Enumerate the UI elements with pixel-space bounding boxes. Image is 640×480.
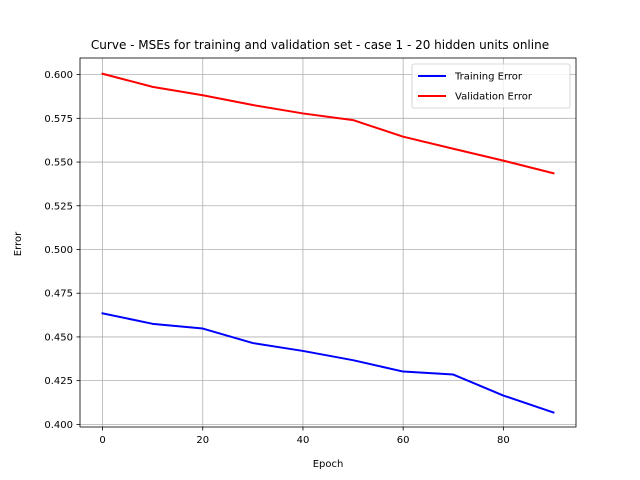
y-tick-label: 0.575 (44, 114, 73, 125)
x-axis-label: Epoch (313, 459, 344, 470)
series-line-validation-error (101, 72, 555, 175)
legend-label-validation-error: Validation Error (455, 92, 533, 103)
x-tick-label: 40 (297, 435, 310, 446)
chart-title: Curve - MSEs for training and validation… (91, 38, 549, 52)
x-tick-label: 0 (99, 435, 105, 446)
legend: Training Error Validation Error (411, 63, 571, 109)
y-tick-label: 0.600 (44, 70, 73, 81)
series-layer (101, 72, 555, 414)
y-tick-label: 0.525 (44, 201, 73, 212)
y-tick-label: 0.500 (44, 245, 73, 256)
x-tick-label: 60 (397, 435, 410, 446)
y-tick-label: 0.450 (44, 332, 73, 343)
grid (80, 58, 576, 427)
y-tick-label: 0.475 (44, 289, 73, 300)
legend-box (411, 63, 571, 109)
y-tick-label: 0.550 (44, 158, 73, 169)
series-line-training-error (101, 312, 555, 414)
legend-label-training-error: Training Error (454, 72, 523, 83)
x-tick-label: 20 (196, 435, 209, 446)
y-tick-label: 0.400 (44, 420, 73, 431)
plot-frame (79, 57, 577, 428)
x-tick-label: 80 (497, 435, 510, 446)
y-tick-label: 0.425 (44, 376, 73, 387)
y-axis: 0.400 0.425 0.450 0.475 0.500 0.525 0.550 0.575… (44, 70, 80, 431)
y-axis-label: Error (13, 231, 24, 256)
x-axis: 0 20 40 60 80 (99, 427, 510, 446)
